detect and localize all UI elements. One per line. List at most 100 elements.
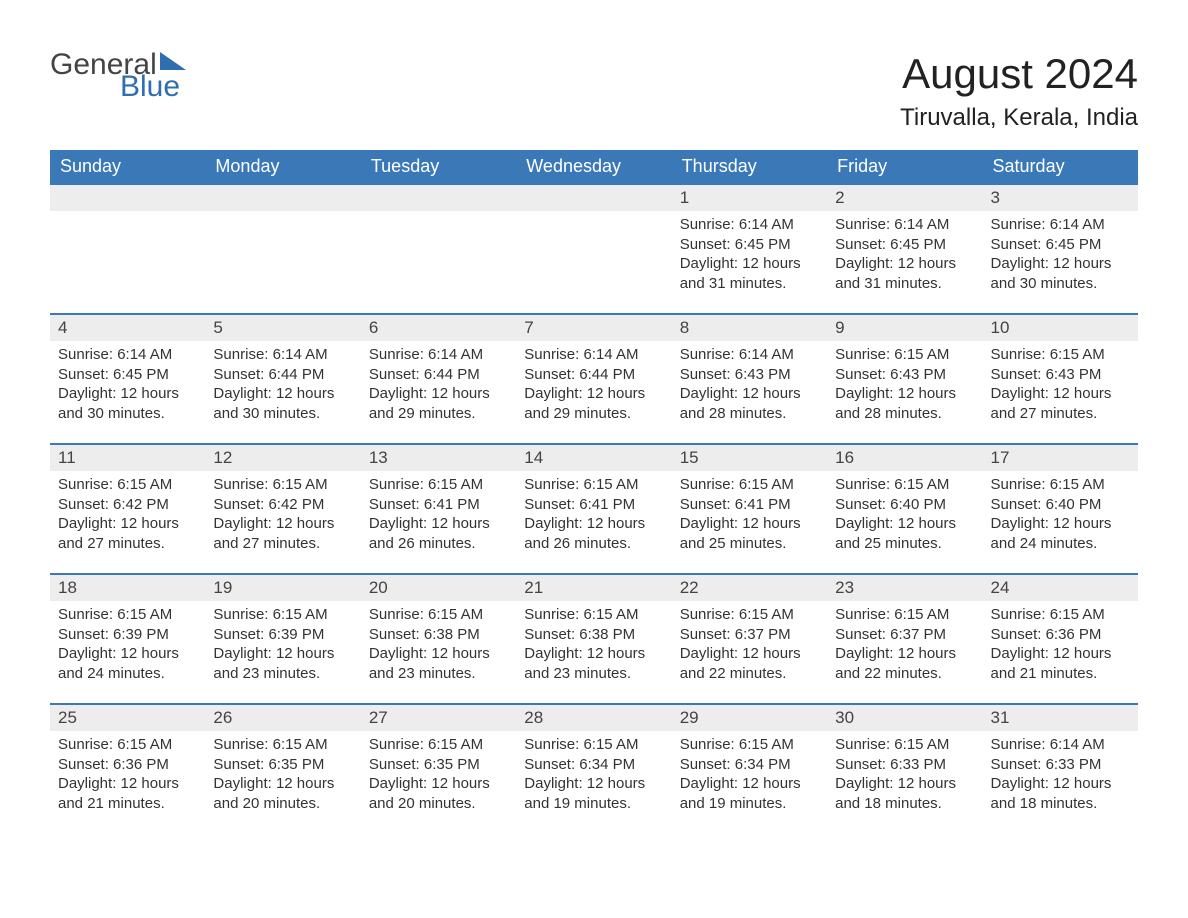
day-number: 19 <box>205 575 360 601</box>
day-daylight2: and 27 minutes. <box>213 534 352 554</box>
day-daylight2: and 19 minutes. <box>680 794 819 814</box>
day-daylight2: and 21 minutes. <box>58 794 197 814</box>
day-sunset: Sunset: 6:45 PM <box>835 235 974 255</box>
day-sunrise: Sunrise: 6:15 AM <box>991 605 1130 625</box>
calendar-cell: 18Sunrise: 6:15 AMSunset: 6:39 PMDayligh… <box>50 575 205 703</box>
day-sunrise: Sunrise: 6:15 AM <box>991 475 1130 495</box>
day-sunrise: Sunrise: 6:15 AM <box>369 735 508 755</box>
weekday-label: Sunday <box>50 150 205 183</box>
day-details: Sunrise: 6:15 AMSunset: 6:38 PMDaylight:… <box>516 601 671 683</box>
day-sunrise: Sunrise: 6:15 AM <box>680 605 819 625</box>
day-number: 13 <box>361 445 516 471</box>
day-daylight2: and 19 minutes. <box>524 794 663 814</box>
calendar-cell <box>205 185 360 313</box>
day-daylight2: and 31 minutes. <box>680 274 819 294</box>
day-daylight1: Daylight: 12 hours <box>213 644 352 664</box>
day-sunrise: Sunrise: 6:15 AM <box>524 605 663 625</box>
day-daylight1: Daylight: 12 hours <box>835 384 974 404</box>
calendar: Sunday Monday Tuesday Wednesday Thursday… <box>50 150 1138 833</box>
day-number: 17 <box>983 445 1138 471</box>
calendar-cell: 2Sunrise: 6:14 AMSunset: 6:45 PMDaylight… <box>827 185 982 313</box>
day-details: Sunrise: 6:15 AMSunset: 6:41 PMDaylight:… <box>516 471 671 553</box>
weekday-label: Monday <box>205 150 360 183</box>
day-daylight1: Daylight: 12 hours <box>680 384 819 404</box>
day-daylight2: and 25 minutes. <box>680 534 819 554</box>
day-number: 4 <box>50 315 205 341</box>
weekday-label: Friday <box>827 150 982 183</box>
day-daylight1: Daylight: 12 hours <box>991 644 1130 664</box>
day-number-bar-empty <box>516 185 671 211</box>
calendar-cell: 20Sunrise: 6:15 AMSunset: 6:38 PMDayligh… <box>361 575 516 703</box>
day-number: 12 <box>205 445 360 471</box>
day-sunset: Sunset: 6:36 PM <box>58 755 197 775</box>
day-details: Sunrise: 6:14 AMSunset: 6:44 PMDaylight:… <box>516 341 671 423</box>
day-number: 14 <box>516 445 671 471</box>
day-daylight2: and 26 minutes. <box>524 534 663 554</box>
day-daylight1: Daylight: 12 hours <box>369 774 508 794</box>
day-details: Sunrise: 6:14 AMSunset: 6:45 PMDaylight:… <box>50 341 205 423</box>
day-number: 29 <box>672 705 827 731</box>
day-daylight1: Daylight: 12 hours <box>213 774 352 794</box>
day-number: 27 <box>361 705 516 731</box>
calendar-cell: 6Sunrise: 6:14 AMSunset: 6:44 PMDaylight… <box>361 315 516 443</box>
weekday-label: Wednesday <box>516 150 671 183</box>
day-number: 24 <box>983 575 1138 601</box>
day-daylight1: Daylight: 12 hours <box>835 254 974 274</box>
day-daylight1: Daylight: 12 hours <box>991 514 1130 534</box>
day-daylight1: Daylight: 12 hours <box>991 254 1130 274</box>
day-daylight2: and 22 minutes. <box>835 664 974 684</box>
day-details: Sunrise: 6:14 AMSunset: 6:33 PMDaylight:… <box>983 731 1138 813</box>
day-details: Sunrise: 6:15 AMSunset: 6:40 PMDaylight:… <box>983 471 1138 553</box>
day-daylight2: and 20 minutes. <box>369 794 508 814</box>
weekday-label: Thursday <box>672 150 827 183</box>
day-daylight2: and 31 minutes. <box>835 274 974 294</box>
day-daylight1: Daylight: 12 hours <box>58 774 197 794</box>
day-sunset: Sunset: 6:41 PM <box>524 495 663 515</box>
calendar-cell: 3Sunrise: 6:14 AMSunset: 6:45 PMDaylight… <box>983 185 1138 313</box>
day-details: Sunrise: 6:15 AMSunset: 6:39 PMDaylight:… <box>205 601 360 683</box>
day-sunset: Sunset: 6:41 PM <box>680 495 819 515</box>
day-number: 28 <box>516 705 671 731</box>
day-details: Sunrise: 6:14 AMSunset: 6:45 PMDaylight:… <box>827 211 982 293</box>
day-daylight2: and 27 minutes. <box>991 404 1130 424</box>
day-daylight2: and 25 minutes. <box>835 534 974 554</box>
day-number: 1 <box>672 185 827 211</box>
day-sunset: Sunset: 6:33 PM <box>991 755 1130 775</box>
calendar-week: 4Sunrise: 6:14 AMSunset: 6:45 PMDaylight… <box>50 313 1138 443</box>
day-sunrise: Sunrise: 6:15 AM <box>524 475 663 495</box>
calendar-cell: 7Sunrise: 6:14 AMSunset: 6:44 PMDaylight… <box>516 315 671 443</box>
day-daylight2: and 29 minutes. <box>369 404 508 424</box>
day-details: Sunrise: 6:15 AMSunset: 6:38 PMDaylight:… <box>361 601 516 683</box>
day-sunrise: Sunrise: 6:15 AM <box>213 475 352 495</box>
day-number: 11 <box>50 445 205 471</box>
day-sunrise: Sunrise: 6:15 AM <box>680 475 819 495</box>
day-sunrise: Sunrise: 6:14 AM <box>524 345 663 365</box>
calendar-cell: 25Sunrise: 6:15 AMSunset: 6:36 PMDayligh… <box>50 705 205 833</box>
day-details: Sunrise: 6:15 AMSunset: 6:34 PMDaylight:… <box>516 731 671 813</box>
day-sunset: Sunset: 6:39 PM <box>58 625 197 645</box>
day-daylight2: and 24 minutes. <box>991 534 1130 554</box>
logo: General Blue <box>50 50 186 102</box>
calendar-week: 1Sunrise: 6:14 AMSunset: 6:45 PMDaylight… <box>50 183 1138 313</box>
day-sunrise: Sunrise: 6:14 AM <box>835 215 974 235</box>
day-daylight2: and 24 minutes. <box>58 664 197 684</box>
day-daylight2: and 20 minutes. <box>213 794 352 814</box>
day-sunset: Sunset: 6:45 PM <box>680 235 819 255</box>
day-sunset: Sunset: 6:41 PM <box>369 495 508 515</box>
day-sunrise: Sunrise: 6:15 AM <box>835 345 974 365</box>
day-daylight1: Daylight: 12 hours <box>680 514 819 534</box>
calendar-cell: 4Sunrise: 6:14 AMSunset: 6:45 PMDaylight… <box>50 315 205 443</box>
title-block: August 2024 Tiruvalla, Kerala, India <box>900 50 1138 132</box>
day-details: Sunrise: 6:15 AMSunset: 6:39 PMDaylight:… <box>50 601 205 683</box>
day-daylight1: Daylight: 12 hours <box>58 644 197 664</box>
day-details: Sunrise: 6:15 AMSunset: 6:43 PMDaylight:… <box>983 341 1138 423</box>
day-number: 9 <box>827 315 982 341</box>
calendar-week: 18Sunrise: 6:15 AMSunset: 6:39 PMDayligh… <box>50 573 1138 703</box>
day-daylight2: and 29 minutes. <box>524 404 663 424</box>
calendar-cell: 21Sunrise: 6:15 AMSunset: 6:38 PMDayligh… <box>516 575 671 703</box>
day-number: 23 <box>827 575 982 601</box>
day-sunrise: Sunrise: 6:15 AM <box>58 735 197 755</box>
calendar-cell: 15Sunrise: 6:15 AMSunset: 6:41 PMDayligh… <box>672 445 827 573</box>
day-sunset: Sunset: 6:43 PM <box>680 365 819 385</box>
day-number: 6 <box>361 315 516 341</box>
